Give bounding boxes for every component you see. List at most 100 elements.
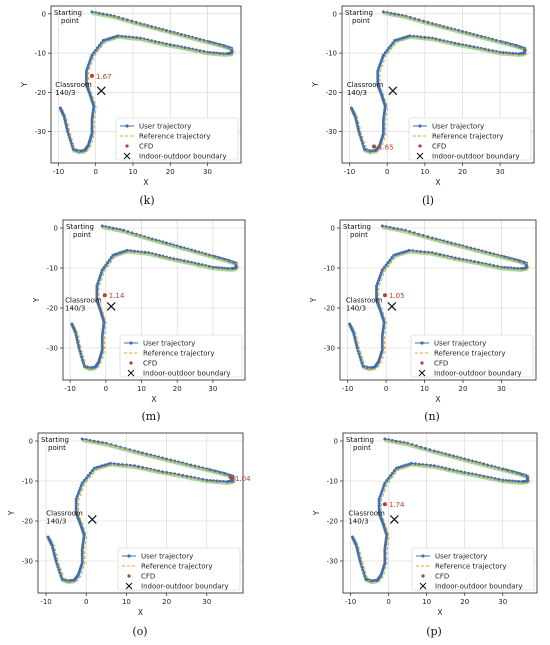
user-trajectory-point	[393, 12, 397, 16]
user-trajectory-point	[77, 489, 81, 493]
y-tick-label: 0	[333, 10, 337, 18]
boundary-marker	[389, 514, 399, 524]
user-trajectory-point	[56, 565, 60, 569]
user-trajectory-point	[381, 129, 385, 133]
user-trajectory-point	[399, 465, 403, 469]
user-trajectory-point	[91, 111, 95, 115]
user-trajectory-point	[80, 437, 84, 441]
user-trajectory-point	[358, 559, 362, 563]
y-tick-label: -10	[324, 265, 335, 273]
user-trajectory-point	[82, 538, 86, 542]
user-trajectory-point	[78, 486, 82, 490]
user-trajectory-point	[108, 461, 112, 465]
user-trajectory-point	[74, 497, 78, 501]
user-trajectory-point	[423, 35, 427, 39]
legend-swatch-user	[418, 124, 422, 128]
user-trajectory-point	[125, 248, 129, 252]
cfd-label: 1.14	[109, 292, 125, 300]
panel-label: (l)	[422, 194, 434, 207]
boundary-marker	[106, 301, 116, 311]
y-tick-label: -10	[327, 478, 338, 486]
y-tick-label: -20	[327, 518, 338, 526]
legend-swatch-boundary	[125, 582, 133, 590]
user-trajectory-point	[102, 266, 106, 270]
user-trajectory-point	[356, 548, 360, 552]
user-trajectory-point	[381, 53, 385, 57]
user-trajectory-point	[377, 506, 381, 510]
user-trajectory-point	[100, 341, 104, 345]
y-tick-label: -10	[47, 265, 58, 273]
plot-frame	[342, 432, 538, 594]
user-trajectory-point	[355, 346, 359, 350]
user-trajectory-point	[383, 109, 387, 113]
user-trajectory-point	[80, 549, 84, 553]
classroom-label: Classroom	[346, 296, 383, 304]
x-tick-label: 10	[137, 385, 146, 393]
user-trajectory-point	[104, 38, 108, 42]
legend-label: Reference trajectory	[139, 133, 211, 141]
user-trajectory-point	[383, 552, 387, 556]
user-trajectory-point	[378, 273, 382, 277]
x-tick-label: 10	[122, 598, 131, 606]
user-trajectory-point	[353, 335, 357, 339]
user-trajectory-point	[430, 236, 434, 240]
user-trajectory-point	[185, 474, 189, 478]
user-trajectory-point	[205, 478, 209, 482]
user-trajectory-point	[381, 327, 385, 331]
user-trajectory-point	[356, 349, 360, 353]
user-trajectory-point	[385, 533, 389, 537]
user-trajectory-point	[53, 554, 57, 558]
user-trajectory-point	[386, 261, 390, 265]
user-trajectory-point	[84, 71, 88, 75]
y-axis-label: Y	[20, 82, 29, 88]
user-trajectory-point	[100, 346, 104, 350]
user-trajectory-point	[375, 293, 379, 297]
user-trajectory-point	[197, 262, 201, 266]
user-trajectory-point	[382, 111, 386, 115]
user-trajectory-point	[377, 509, 381, 513]
user-trajectory-point	[356, 124, 360, 128]
x-tick-label: 20	[458, 168, 467, 176]
user-trajectory-point	[95, 286, 99, 290]
y-tick-label: 0	[331, 225, 335, 233]
y-tick-label: -10	[326, 50, 337, 58]
user-trajectory-point	[383, 545, 387, 549]
user-trajectory-point	[356, 551, 360, 555]
x-tick-label: -10	[342, 385, 353, 393]
user-trajectory-point	[98, 276, 102, 280]
user-trajectory-point	[65, 124, 69, 128]
user-trajectory-point	[76, 343, 80, 347]
user-trajectory-point	[449, 241, 453, 245]
user-trajectory-point	[375, 286, 379, 290]
user-trajectory-point	[113, 252, 117, 256]
x-axis-label: X	[437, 608, 442, 617]
x-tick-label: 0	[384, 385, 388, 393]
user-trajectory-point	[405, 249, 409, 253]
plot-frame	[341, 5, 535, 164]
user-trajectory-point	[215, 479, 219, 483]
user-trajectory-point	[381, 332, 385, 336]
user-trajectory-point	[349, 106, 353, 110]
user-trajectory-point	[387, 476, 391, 480]
user-trajectory-point	[71, 147, 75, 151]
user-trajectory-point	[409, 461, 413, 465]
user-trajectory-point	[92, 51, 96, 55]
legend-label: User trajectory	[434, 340, 486, 348]
user-trajectory-point	[84, 73, 88, 77]
user-trajectory-point	[63, 119, 67, 123]
user-trajectory-point	[382, 320, 386, 324]
user-trajectory-point	[381, 120, 385, 124]
user-trajectory-point	[381, 486, 385, 490]
user-trajectory-point	[100, 343, 104, 347]
classroom-label: 140/3	[346, 304, 366, 312]
user-trajectory-point	[90, 125, 94, 129]
legend-swatch-boundary	[123, 152, 131, 160]
user-trajectory-point	[70, 322, 74, 326]
user-trajectory-point	[111, 35, 115, 39]
boundary-marker	[388, 86, 398, 96]
user-trajectory-point	[95, 291, 99, 295]
x-tick-label: -10	[345, 598, 356, 606]
user-trajectory-point	[382, 325, 386, 329]
user-trajectory-point	[68, 135, 72, 139]
